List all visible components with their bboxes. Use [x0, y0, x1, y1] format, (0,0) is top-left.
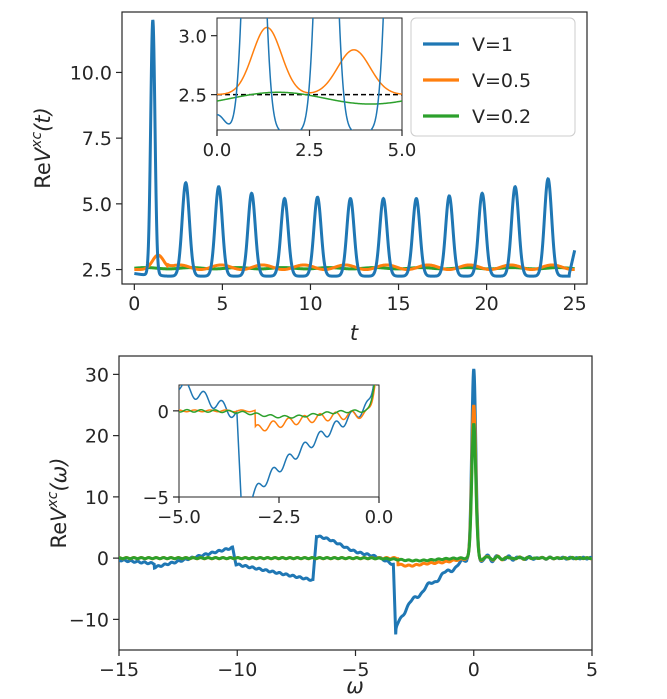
- top-inset-v1-line: [217, 18, 384, 130]
- legend: V=1 V=0.5 V=0.2: [410, 17, 576, 137]
- top-xtick-label: 25: [563, 293, 587, 315]
- bottom-y-label: ReVxc(ω): [45, 458, 71, 549]
- legend-label-v02: V=0.2: [472, 106, 531, 128]
- bottom-series-v02-line: [119, 423, 592, 563]
- bottom-xtick-label: −5: [341, 659, 369, 681]
- bottom-ytick-label: 0: [97, 548, 109, 570]
- bottom-inset-frame: [178, 384, 380, 498]
- top-series-v1-line: [134, 19, 577, 278]
- bottom-x-label: ω: [346, 674, 364, 698]
- top-ytick-label: 10.0: [70, 62, 112, 84]
- bottom-xtick-label: 5: [586, 659, 598, 681]
- bottom-xtick-label: −10: [217, 659, 257, 681]
- bottom-series-v1-line: [119, 368, 592, 635]
- bottom-x-ticks: −15 −10 −5 0 5 −10 0 10 20 30: [69, 364, 598, 681]
- top-inset-xtick-label: 0.0: [203, 140, 232, 161]
- top-inset-series: [217, 18, 402, 130]
- bottom-series: [119, 368, 592, 635]
- bottom-inset-v1-line: [179, 385, 375, 497]
- top-xtick-label: 5: [216, 293, 228, 315]
- bottom-xtick-label: −15: [99, 659, 139, 681]
- top-series: [134, 19, 577, 278]
- legend-label-v05: V=0.5: [472, 70, 531, 92]
- top-x-label: t: [350, 321, 359, 345]
- top-ytick-label: 2.5: [82, 260, 112, 282]
- bottom-inset-series: [179, 385, 376, 497]
- bottom-inset-v02-line: [179, 385, 375, 419]
- top-inset-ticks: 0.0 2.5 5.0 2.5 3.0: [178, 27, 416, 161]
- top-inset: 0.0 2.5 5.0 2.5 3.0: [178, 17, 416, 161]
- bottom-inset-xtick-label: −2.5: [257, 507, 301, 528]
- top-inset-xtick-label: 2.5: [295, 140, 324, 161]
- top-ytick-label: 5.0: [82, 194, 112, 216]
- top-panel: 0 5 10 15 20 25 2.5 5.0 7.5 10.0 t ReVxc(t) 0.0 2.…: [29, 11, 588, 345]
- legend-label-v1: V=1: [472, 34, 513, 56]
- top-xtick-label: 20: [475, 293, 499, 315]
- bottom-ytick-label: −10: [69, 609, 109, 631]
- bottom-inset-ytick-label: 0: [158, 402, 169, 423]
- bottom-ytick-label: 10: [85, 487, 109, 509]
- top-series-v05-line: [134, 253, 575, 272]
- bottom-inset-ticks: −5.0 −2.5 0.0 −5 0: [142, 402, 393, 528]
- top-xtick-label: 0: [128, 293, 140, 315]
- top-y-label: ReVxc(t): [29, 107, 55, 189]
- bottom-inset-xtick-label: 0.0: [365, 507, 394, 528]
- legend-box: [410, 17, 576, 137]
- top-ytick-label: 7.5: [82, 128, 112, 150]
- top-x-ticks: 0 5 10 15 20 25 2.5 5.0 7.5 10.0: [70, 62, 587, 315]
- top-inset-ytick-label: 2.5: [178, 86, 207, 107]
- bottom-inset-ytick-label: −5: [142, 488, 169, 509]
- bottom-ytick-label: 30: [85, 364, 109, 386]
- top-xtick-label: 15: [386, 293, 410, 315]
- top-inset-xtick-label: 5.0: [388, 140, 417, 161]
- bottom-panel: −15 −10 −5 0 5 −10 0 10 20 30 ω ReVxc(ω) −5.0 −2.5…: [45, 355, 598, 698]
- bottom-ytick-label: 20: [85, 426, 109, 448]
- bottom-xtick-label: 0: [468, 659, 480, 681]
- top-inset-ytick-label: 3.0: [178, 27, 207, 48]
- top-inset-v05-line: [217, 26, 402, 96]
- bottom-inset-xtick-label: −5.0: [157, 507, 201, 528]
- top-xtick-label: 10: [298, 293, 322, 315]
- bottom-inset: −5.0 −2.5 0.0 −5 0: [142, 384, 393, 528]
- top-inset-v02-line: [217, 91, 402, 105]
